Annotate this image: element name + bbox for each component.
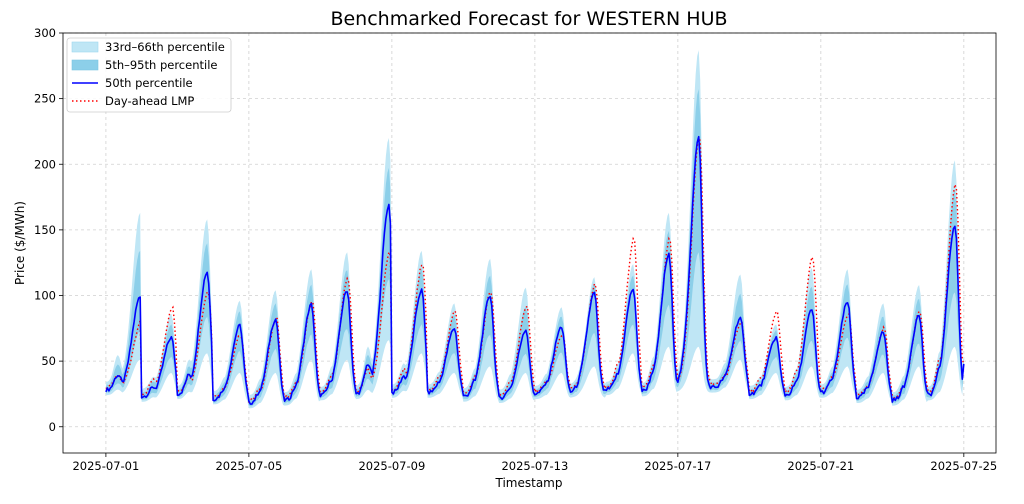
legend-swatch-33-66 [71,41,99,53]
y-tick-label: 0 [49,420,56,434]
x-tick-label: 2025-07-21 [787,459,854,473]
legend-label-median: 50th percentile [105,76,193,90]
median-line [105,135,965,405]
legend-label-5-95: 5th–95th percentile [105,58,217,72]
y-axis-ticks: 0 50 100 150 200 250 300 [34,26,63,434]
x-tick-label: 2025-07-01 [72,459,139,473]
x-axis-label: Timestamp [495,476,563,490]
x-tick-label: 2025-07-25 [930,459,997,473]
legend-label-33-66: 33rd–66th percentile [105,40,225,54]
y-axis-label: Price ($/MWh) [13,201,27,285]
y-tick-label: 250 [34,92,56,106]
legend: 33rd–66th percentile 5th–95th percentile… [66,37,232,113]
x-tick-label: 2025-07-17 [644,459,711,473]
plot-frame [62,32,997,454]
y-tick-label: 200 [34,157,56,171]
y-tick-label: 50 [41,354,56,368]
median-series-layer [105,135,965,405]
chart-title: Benchmarked Forecast for WESTERN HUB [330,8,727,30]
x-tick-label: 2025-07-13 [501,459,568,473]
legend-box [66,37,232,113]
x-axis-ticks: 2025-07-01 2025-07-05 2025-07-09 2025-07-13… [72,453,997,473]
x-tick-label: 2025-07-09 [358,459,425,473]
x-tick-label: 2025-07-05 [215,459,282,473]
y-tick-label: 300 [34,26,56,40]
y-tick-label: 150 [34,223,56,237]
y-tick-label: 100 [34,289,56,303]
legend-swatch-5-95 [71,59,99,71]
legend-label-lmp: Day-ahead LMP [105,94,194,108]
